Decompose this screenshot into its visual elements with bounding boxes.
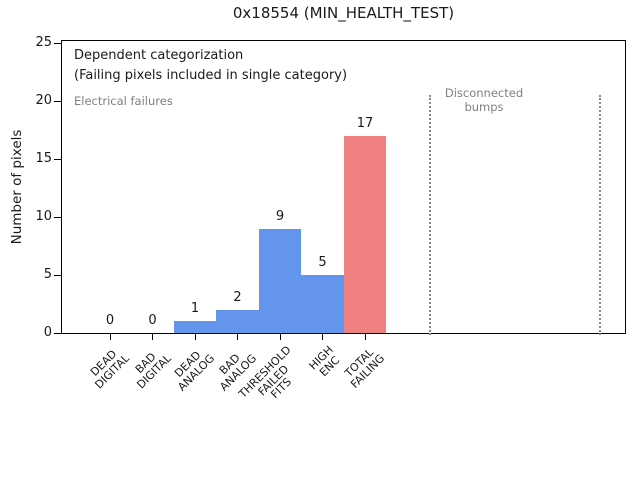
y-tick-label: 20 (35, 93, 52, 109)
x-tick-label: BAD DIGITAL (133, 350, 175, 392)
bar-4 (258, 228, 302, 333)
bar-2 (173, 321, 217, 333)
disconnected-region-dotted-line-0 (428, 95, 431, 335)
annotation-disconnected-bumps: Disconnected bumps (444, 86, 524, 114)
bar-value-label: 0 (148, 313, 157, 328)
x-tick-mark (279, 334, 281, 340)
x-tick-mark (109, 334, 111, 340)
bar-value-label: 2 (233, 289, 242, 305)
annotation-dependent-categorization: Dependent categorization (74, 48, 244, 63)
bar-value-label: 0 (105, 313, 115, 328)
y-tick-label: 0 (43, 325, 52, 340)
bar-6 (343, 136, 387, 333)
bar-value-label: 5 (318, 255, 327, 271)
x-tick-mark (194, 334, 196, 340)
x-tick-mark (364, 334, 366, 340)
y-tick-label: 25 (35, 35, 52, 51)
y-tick-mark (54, 216, 61, 218)
bar-value-label: 9 (275, 208, 285, 224)
y-tick-mark (54, 274, 61, 276)
chart-title: 0x18554 (MIN_HEALTH_TEST) (232, 4, 455, 22)
y-tick-mark (54, 158, 61, 160)
plot-area: Dependent categorization (Failing pixels… (61, 40, 626, 335)
bar-5 (301, 275, 344, 333)
annotation-failing-pixels-note: (Failing pixels included in single categ… (74, 68, 348, 83)
y-tick-mark (54, 332, 61, 334)
y-tick-mark (54, 42, 61, 44)
annotation-electrical-failures: Electrical failures (74, 94, 173, 108)
y-tick-label: 5 (43, 267, 52, 283)
bar-value-label: 1 (190, 301, 200, 317)
bar-value-label: 17 (356, 116, 374, 132)
x-tick-label: DEAD DIGITAL (87, 347, 132, 392)
y-tick-mark (54, 100, 61, 102)
disconnected-region-dotted-line-1 (598, 95, 601, 335)
y-tick-label: 10 (35, 209, 52, 225)
y-tick-label: 15 (35, 151, 52, 167)
x-tick-label: DEAD ANALOG (171, 348, 217, 394)
y-axis-label: Number of pixels (9, 129, 25, 245)
x-tick-label: HIGH ENC (306, 343, 343, 379)
x-tick-mark (237, 334, 238, 340)
bar-3 (216, 309, 259, 333)
x-tick-mark (152, 334, 153, 340)
x-tick-mark (322, 334, 323, 340)
x-tick-label: TOTAL FAILING (342, 345, 387, 391)
